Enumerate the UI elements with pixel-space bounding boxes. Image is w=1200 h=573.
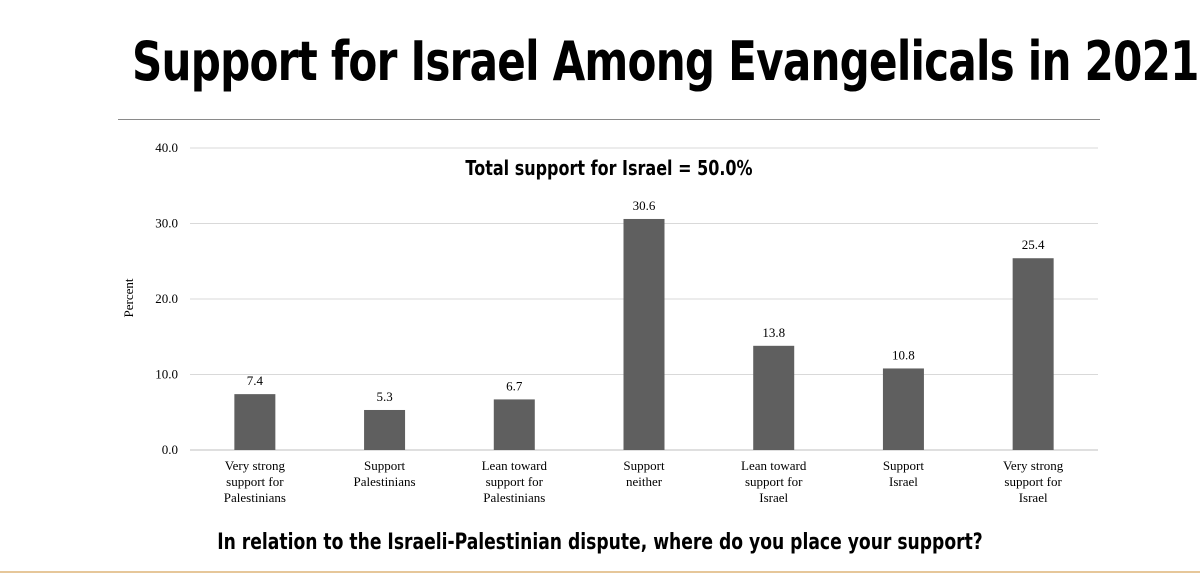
bar xyxy=(882,368,924,450)
y-tick-label: 10.0 xyxy=(155,367,178,382)
chart-annotation: Total support for Israel = 50.0% xyxy=(465,156,753,180)
x-tick-label: Support Israel xyxy=(883,458,925,489)
y-axis-label: Percent xyxy=(121,278,136,318)
bar xyxy=(234,394,276,450)
chart-title: Support for Israel Among Evangelicals in… xyxy=(132,30,1199,93)
bar xyxy=(1012,258,1054,450)
x-tick-label: Lean toward support for Israel xyxy=(741,458,807,505)
bar xyxy=(623,218,665,450)
title-divider xyxy=(118,119,1100,120)
y-tick-label: 40.0 xyxy=(155,140,178,155)
x-tick-label: Support neither xyxy=(623,458,665,489)
data-label: 10.8 xyxy=(892,347,915,362)
x-tick-label: Lean toward support for Palestinians xyxy=(482,458,548,505)
bar xyxy=(364,409,406,450)
data-label: 7.4 xyxy=(247,373,264,388)
data-label: 5.3 xyxy=(376,389,392,404)
bar xyxy=(493,399,535,450)
x-tick-label: Support Palestinians xyxy=(354,458,416,489)
y-tick-label: 20.0 xyxy=(155,291,178,306)
x-axis-question: In relation to the Israeli-Palestinian d… xyxy=(217,530,983,555)
y-tick-label: 30.0 xyxy=(155,216,178,231)
y-tick-label: 0.0 xyxy=(162,442,178,457)
data-label: 25.4 xyxy=(1022,237,1045,252)
bottom-divider xyxy=(0,571,1200,573)
data-label: 13.8 xyxy=(762,325,785,340)
data-label: 6.7 xyxy=(506,378,523,393)
bar xyxy=(753,345,795,450)
x-tick-label: Very strong support for Israel xyxy=(1003,458,1064,505)
x-tick-label: Very strong support for Palestinians xyxy=(224,458,286,505)
data-label: 30.6 xyxy=(633,198,656,213)
